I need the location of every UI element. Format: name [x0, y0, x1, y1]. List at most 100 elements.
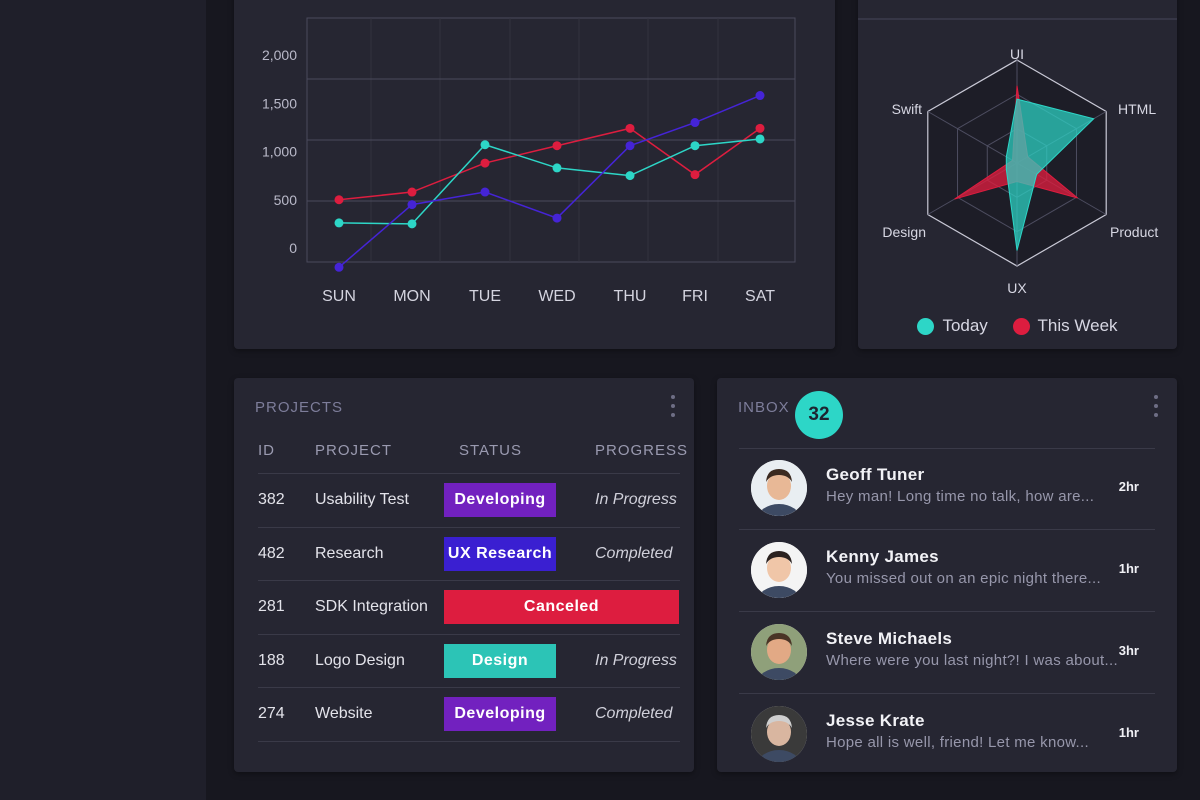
- column-header-progress[interactable]: PROGRESS: [595, 442, 689, 459]
- project-status: UX Research: [444, 536, 556, 571]
- column-header-status[interactable]: STATUS: [459, 442, 522, 459]
- radar-chart: UI HTML Product UX Design Swift: [858, 18, 1177, 296]
- table-row[interactable]: 482 Research UX Research Completed: [258, 528, 680, 581]
- person-avatar-icon: [751, 542, 807, 598]
- data-point[interactable]: [690, 170, 700, 180]
- projects-card: PROJECTS ID PROJECT STATUS PROGRESS 382 U…: [234, 378, 694, 772]
- y-tick-label: 0: [289, 240, 297, 256]
- person-avatar-icon: [751, 624, 807, 680]
- line-chart: 2,000 1,500 1,000 500 0 SUN MON TUE WED THU FRI SAT: [262, 17, 796, 305]
- line-chart-card: 2,000 1,500 1,000 500 0 SUN MON TUE WED THU FRI SAT: [234, 0, 835, 349]
- data-point[interactable]: [552, 213, 562, 223]
- data-point[interactable]: [755, 123, 765, 133]
- sender-name: Kenny James: [826, 547, 939, 566]
- data-point[interactable]: [334, 262, 344, 272]
- data-point[interactable]: [625, 171, 635, 181]
- data-point[interactable]: [407, 187, 417, 197]
- radar-spoke: [927, 111, 1018, 164]
- project-progress: Completed: [595, 544, 673, 562]
- radar-legend: Today This Week: [858, 316, 1177, 340]
- project-status: Design: [444, 643, 556, 678]
- radar-axis-label: UI: [1010, 46, 1024, 62]
- message-preview: Where were you last night?! I was about.…: [826, 652, 1118, 669]
- x-tick-label: WED: [538, 288, 575, 305]
- message-time: 1hr: [1118, 725, 1139, 740]
- series-line: [338, 138, 761, 225]
- data-point[interactable]: [407, 219, 417, 229]
- radar-axis-label: Design: [882, 224, 926, 240]
- sidebar: [0, 0, 206, 800]
- legend-label: Today: [942, 316, 988, 335]
- data-point[interactable]: [480, 158, 490, 168]
- message-preview: You missed out on an epic night there...: [826, 570, 1101, 587]
- series-line: [338, 127, 761, 201]
- projects-table-header: ID PROJECT STATUS PROGRESS: [258, 442, 687, 474]
- message-preview: Hey man! Long time no talk, how are...: [826, 488, 1095, 505]
- radar-chart-card: UI HTML Product UX Design Swift Today This We…: [858, 0, 1177, 349]
- avatar[interactable]: [751, 706, 807, 762]
- person-avatar-icon: [751, 706, 807, 762]
- radar-axis-label: Swift: [892, 101, 922, 117]
- data-point[interactable]: [755, 134, 765, 144]
- radar-axis-label: HTML: [1118, 101, 1156, 117]
- status-badge: Developing: [444, 483, 556, 518]
- inbox-message[interactable]: Jesse Krate Hope all is well, friend! Let…: [739, 694, 1155, 776]
- project-id: 188: [258, 651, 285, 669]
- message-time: 2hr: [1118, 479, 1139, 494]
- project-id: 274: [258, 705, 285, 723]
- legend-item-today[interactable]: Today: [917, 316, 988, 336]
- data-point[interactable]: [625, 141, 635, 151]
- avatar[interactable]: [751, 624, 807, 680]
- x-tick-label: SAT: [745, 288, 775, 305]
- legend-item-this-week[interactable]: This Week: [1012, 316, 1118, 336]
- data-point[interactable]: [334, 195, 344, 205]
- projects-more-icon[interactable]: [670, 395, 676, 417]
- y-tick-label: 500: [274, 192, 298, 208]
- data-point[interactable]: [690, 141, 700, 151]
- x-tick-label: TUE: [469, 288, 501, 305]
- data-point[interactable]: [690, 118, 700, 128]
- projects-title: PROJECTS: [255, 399, 344, 416]
- project-name: Website: [315, 705, 373, 723]
- column-header-project[interactable]: PROJECT: [315, 442, 393, 459]
- table-row[interactable]: 188 Logo Design Design In Progress: [258, 635, 680, 688]
- x-tick-label: MON: [393, 288, 430, 305]
- avatar[interactable]: [751, 542, 807, 598]
- status-badge: Design: [444, 643, 556, 678]
- data-point[interactable]: [480, 140, 490, 150]
- status-badge: Developing: [444, 697, 556, 732]
- inbox-message[interactable]: Kenny James You missed out on an epic nig…: [739, 530, 1155, 612]
- project-name: Logo Design: [315, 651, 405, 669]
- data-point[interactable]: [755, 91, 765, 101]
- y-tick-label: 1,000: [262, 144, 297, 160]
- radar-series-today: [1005, 98, 1095, 251]
- y-tick-label: 2,000: [262, 47, 297, 63]
- sender-name: Jesse Krate: [826, 711, 925, 730]
- project-status: Developing: [444, 483, 556, 518]
- inbox-title: INBOX: [738, 399, 790, 416]
- table-row[interactable]: 382 Usability Test Developing In Progress: [258, 474, 680, 528]
- inbox-message[interactable]: Steve Michaels Where were you last night?…: [739, 612, 1155, 694]
- table-row[interactable]: 274 Website Developing Completed: [258, 688, 680, 742]
- data-point[interactable]: [552, 141, 562, 151]
- data-point[interactable]: [625, 123, 635, 133]
- table-row[interactable]: 281 SDK Integration Canceled: [258, 581, 680, 635]
- message-time: 3hr: [1118, 643, 1139, 658]
- status-badge: UX Research: [444, 536, 556, 571]
- message-preview: Hope all is well, friend! Let me know...: [826, 734, 1089, 751]
- legend-dot-this-week: [1012, 317, 1030, 335]
- inbox-message[interactable]: Geoff Tuner Hey man! Long time no talk, h…: [739, 448, 1155, 530]
- avatar[interactable]: [751, 460, 807, 516]
- data-point[interactable]: [552, 163, 562, 173]
- project-progress: Completed: [595, 705, 673, 723]
- inbox-card: INBOX 32 Geoff Tuner Hey man! Long time n…: [717, 378, 1177, 772]
- data-point[interactable]: [480, 187, 490, 197]
- inbox-more-icon[interactable]: [1153, 395, 1159, 417]
- projects-table-body: 382 Usability Test Developing In Progress 48…: [258, 474, 680, 742]
- sender-name: Geoff Tuner: [826, 465, 925, 484]
- legend-dot-today: [917, 317, 935, 335]
- data-point[interactable]: [334, 218, 344, 228]
- column-header-id[interactable]: ID: [258, 442, 275, 459]
- data-point[interactable]: [407, 200, 417, 210]
- project-progress: In Progress: [595, 651, 677, 669]
